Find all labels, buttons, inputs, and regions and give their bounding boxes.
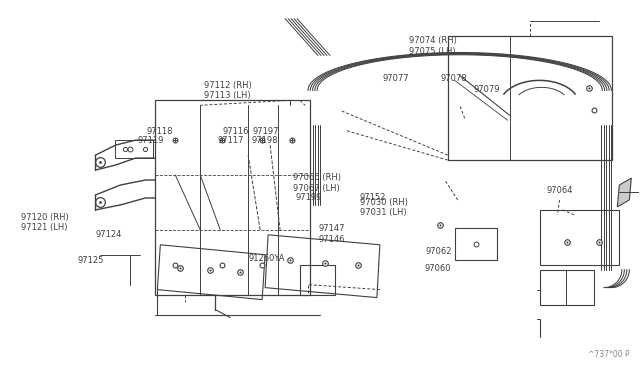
Text: 97060: 97060 [424,264,451,273]
Text: 97147: 97147 [319,224,345,233]
Text: ^737*00 P: ^737*00 P [588,350,629,359]
Text: 91260YA: 91260YA [248,254,285,263]
Text: 97030 (RH)
97031 (LH): 97030 (RH) 97031 (LH) [360,198,408,217]
Bar [115,140,154,158]
Text: 97124: 97124 [95,230,122,239]
Text: 97198: 97198 [251,136,278,145]
Text: 97116: 97116 [223,126,250,136]
Text: 97062: 97062 [426,247,452,256]
Text: 97117: 97117 [218,136,244,145]
Bar [540,270,595,305]
Text: 97197: 97197 [253,126,280,136]
Text: 97066 (RH)
97067 (LH): 97066 (RH) 97067 (LH) [292,173,340,193]
Text: 97074 (RH)
97075 (LH): 97074 (RH) 97075 (LH) [410,36,458,55]
Text: 97064: 97064 [547,186,573,195]
Text: 97119: 97119 [138,136,164,145]
Bar [540,210,620,265]
Text: 97152: 97152 [360,193,386,202]
Text: 97112 (RH)
97113 (LH): 97112 (RH) 97113 (LH) [204,81,252,100]
Text: 97077: 97077 [383,74,409,83]
Bar [448,36,612,160]
Text: 97146: 97146 [319,235,345,244]
Bar [156,100,310,295]
Text: 97125: 97125 [77,256,104,265]
Text: 97199: 97199 [296,193,322,202]
Text: 97118: 97118 [147,126,173,136]
Text: 97120 (RH)
97121 (LH): 97120 (RH) 97121 (LH) [21,213,69,232]
Polygon shape [618,178,631,207]
Text: 97079: 97079 [473,85,500,94]
Bar [300,265,335,295]
Bar [454,228,497,260]
Text: 97078: 97078 [440,74,467,83]
